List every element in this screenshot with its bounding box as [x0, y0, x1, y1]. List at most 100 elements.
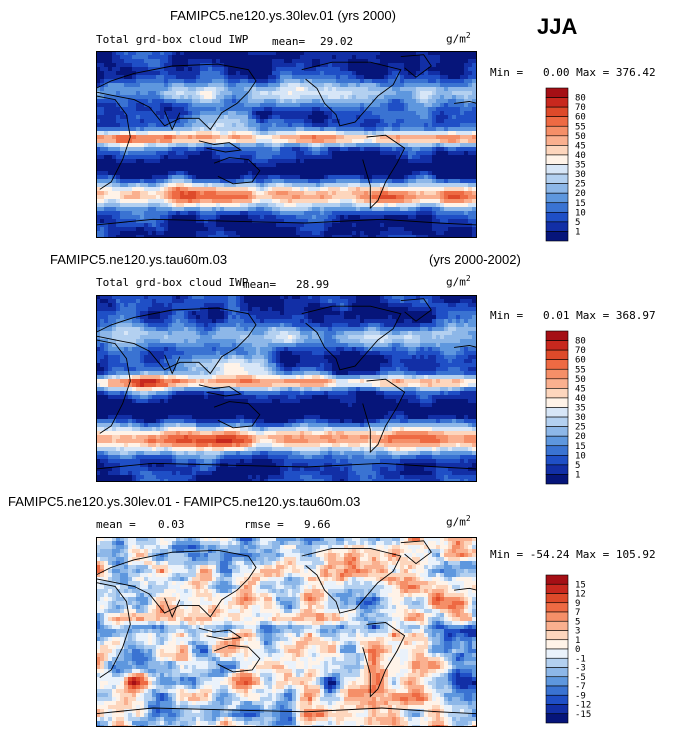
colorbar-swatch	[545, 97, 569, 108]
colorbar-swatch	[545, 426, 569, 437]
colorbar-level-label: 5	[575, 461, 580, 471]
colorbar-swatch	[545, 445, 569, 456]
colorbar-swatch	[545, 713, 569, 724]
colorbar-swatch	[545, 202, 569, 213]
colorbar-level-label: 5	[575, 617, 580, 627]
colorbar-level-label: -3	[575, 664, 586, 674]
colorbar-swatch	[545, 116, 569, 127]
panel-3-units: g/m2	[446, 514, 471, 529]
colorbar-swatch	[545, 574, 569, 585]
colorbar-level-label: 7	[575, 608, 580, 618]
colorbar-level-label: -9	[575, 691, 586, 701]
colorbar-level-label: 50	[575, 375, 586, 385]
colorbar-swatch	[545, 125, 569, 137]
colorbar-level-label: 45	[575, 384, 586, 394]
colorbar-level-label: -15	[575, 710, 591, 720]
colorbar-swatch	[545, 593, 569, 604]
colorbar-level-label: 45	[575, 141, 586, 151]
map-frame	[96, 295, 477, 482]
colorbar-level-label: 20	[575, 432, 586, 442]
season-label: JJA	[537, 14, 578, 39]
colorbar-swatch	[545, 192, 569, 204]
colorbar-swatch	[545, 154, 569, 165]
colorbar-level-label: 15	[575, 442, 586, 452]
colorbar-swatch	[545, 407, 569, 418]
colorbar-swatch	[545, 368, 569, 380]
colorbar-swatch	[545, 474, 569, 485]
colorbar-swatch	[545, 657, 569, 668]
colorbar-swatch	[545, 221, 569, 232]
colorbar-swatch	[545, 349, 569, 360]
panel-3-mean-value: 0.03	[158, 518, 185, 531]
colorbar-swatch	[545, 173, 569, 184]
panel-1-units: g/m2	[446, 31, 471, 46]
colorbar-swatch	[545, 464, 569, 475]
colorbar-swatch	[545, 630, 569, 641]
colorbar-swatch	[545, 694, 569, 705]
colorbar-level-label: 0	[575, 645, 580, 655]
colorbar-level-label: 60	[575, 356, 586, 366]
panel-1-minmax: Min = 0.00 Max = 376.42	[490, 66, 656, 79]
colorbar-swatch	[545, 583, 569, 594]
continent-outlines	[96, 540, 477, 715]
colorbar-level-label: 10	[575, 451, 586, 461]
panel-1-mean-label: mean=	[272, 35, 306, 48]
map-field	[96, 537, 477, 727]
panel-2-title: FAMIPC5.ne120.ys.tau60m.03	[50, 252, 228, 267]
panel-3-minmax: Min = -54.24 Max = 105.92	[490, 548, 656, 561]
colorbar-swatch	[545, 648, 569, 659]
panel-2-subtitle: Total grd-box cloud IWP	[96, 276, 249, 289]
colorbar-level-label: -7	[575, 682, 586, 692]
panel-2-minmax: Min = 0.01 Max = 368.97	[490, 309, 656, 322]
colorbar-level-label: 35	[575, 404, 586, 414]
map-field	[96, 295, 477, 482]
map-field	[96, 51, 477, 238]
colorbar-swatch	[545, 359, 569, 370]
panel-3-mean-label: mean =	[96, 518, 136, 531]
colorbar-swatch	[545, 685, 569, 696]
colorbar-swatch	[545, 87, 569, 98]
colorbar-level-label: 40	[575, 394, 586, 404]
colorbar-swatch	[545, 602, 569, 613]
continent-outlines	[96, 54, 477, 226]
colorbar-swatch	[545, 135, 569, 146]
panel-2-mean-label: mean=	[243, 278, 277, 291]
continent-outlines	[96, 298, 477, 470]
colorbar-swatch	[545, 639, 569, 650]
colorbar-swatch	[545, 455, 569, 466]
panel-3-map	[96, 537, 477, 727]
colorbar-level-label: -5	[575, 673, 586, 683]
colorbar-level-label: 40	[575, 151, 586, 161]
colorbar-level-label: 70	[575, 103, 586, 113]
colorbar-swatch	[545, 611, 569, 622]
colorbar-level-label: 20	[575, 189, 586, 199]
panel-1-map	[96, 51, 477, 238]
colorbar-swatch	[545, 231, 569, 242]
colorbar-swatch	[545, 676, 569, 687]
colorbar-level-label: 12	[575, 590, 586, 600]
colorbar-swatch	[545, 340, 569, 351]
colorbar-swatch	[545, 330, 569, 341]
colorbar-level-label: 30	[575, 413, 586, 423]
colorbar-swatch	[545, 106, 569, 117]
panel-3-title: FAMIPC5.ne120.ys.30lev.01 - FAMIPC5.ne12…	[8, 494, 361, 509]
colorbar-swatch	[545, 145, 569, 156]
colorbar-level-label: 10	[575, 208, 586, 218]
panel-2-units: g/m2	[446, 274, 471, 289]
panel-2-mean-value: 28.99	[296, 278, 330, 291]
colorbar-level-label: 55	[575, 365, 586, 375]
panel-2-map	[96, 295, 477, 482]
colorbar-level-label: 70	[575, 346, 586, 356]
colorbar-swatch	[545, 416, 569, 427]
colorbar-level-label: 15	[575, 580, 586, 590]
colorbar-swatch	[545, 620, 569, 631]
colorbar-swatch	[545, 667, 569, 678]
colorbar-level-label: 1	[575, 636, 580, 646]
panel-1-title: FAMIPC5.ne120.ys.30lev.01 (yrs 2000)	[170, 8, 396, 23]
map-frame	[96, 51, 477, 238]
panel-1-subtitle: Total grd-box cloud IWP	[96, 33, 249, 46]
colorbar-level-label: 25	[575, 180, 586, 190]
colorbar-level-label: 80	[575, 94, 586, 104]
